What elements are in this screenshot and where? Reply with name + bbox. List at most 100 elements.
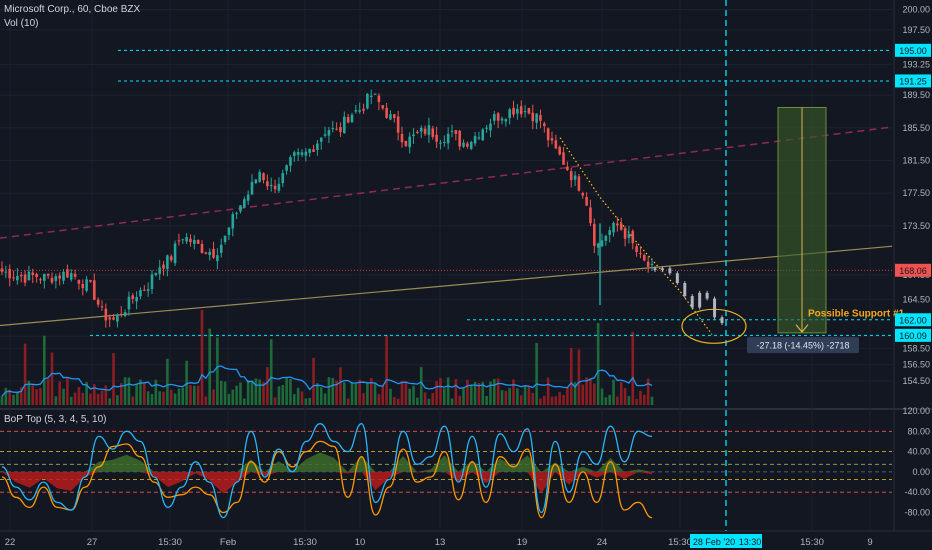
volume-bar xyxy=(216,337,219,405)
volume-bar xyxy=(104,385,108,405)
volume-bar xyxy=(166,358,169,405)
candle-body xyxy=(85,279,88,291)
candle-body xyxy=(185,236,188,242)
volume-bar xyxy=(339,367,342,405)
price-tag-label: 168.06 xyxy=(899,266,927,276)
volume-bar xyxy=(458,395,461,405)
candle-body xyxy=(408,136,411,148)
volume-bar xyxy=(196,385,200,405)
candle-body xyxy=(393,114,396,118)
candle-body xyxy=(216,255,219,262)
candle-body xyxy=(89,280,92,282)
projection-body xyxy=(653,268,657,270)
candle-body xyxy=(31,272,35,275)
candle-body xyxy=(489,123,492,131)
crosshair-date-label: 28 Feb '20 xyxy=(693,537,735,547)
volume-bar xyxy=(304,398,308,405)
volume-bar xyxy=(212,389,215,405)
osc-y-tick-label: 40.00 xyxy=(907,447,930,457)
candle-body xyxy=(446,133,450,144)
volume-bar xyxy=(485,396,488,405)
candle-body xyxy=(173,243,177,264)
osc-signal-line xyxy=(1,440,653,519)
volume-bar xyxy=(50,352,54,405)
candle-body xyxy=(462,142,465,147)
volume-bar xyxy=(331,378,335,405)
volume-bar xyxy=(258,379,261,405)
volume-bar xyxy=(573,382,577,405)
volume-bar xyxy=(650,396,654,405)
candle-body xyxy=(512,107,515,115)
volume-bar xyxy=(39,388,42,405)
volume-bar xyxy=(623,388,627,405)
volume-bar xyxy=(116,395,119,405)
candle-body xyxy=(293,152,296,156)
volume-bar xyxy=(273,397,277,405)
candle-body xyxy=(493,114,496,121)
x-tick-label: 13 xyxy=(435,537,446,548)
candle-body xyxy=(477,137,481,139)
candle-body xyxy=(619,223,623,230)
candle-body xyxy=(400,133,404,143)
volume-bar xyxy=(362,393,365,405)
candle-body xyxy=(81,283,85,289)
volume-bar xyxy=(43,335,46,405)
candle-body xyxy=(73,273,77,277)
volume-bar xyxy=(581,384,585,405)
volume-bar xyxy=(616,396,619,405)
candle-body xyxy=(35,273,38,278)
volume-bar xyxy=(462,387,465,405)
candle-body xyxy=(550,138,554,141)
candle-body xyxy=(612,222,615,233)
volume-bar xyxy=(358,379,361,405)
x-tick-label: 19 xyxy=(517,537,528,548)
volume-bar xyxy=(566,387,569,405)
projection-body xyxy=(698,292,702,308)
x-tick-label: 10 xyxy=(355,537,366,548)
x-tick-label: 9 xyxy=(867,537,872,548)
candle-body xyxy=(454,130,458,134)
candle-body xyxy=(154,273,158,276)
volume-bar xyxy=(181,387,185,405)
volume-bar xyxy=(189,385,192,405)
candle-body xyxy=(300,152,304,155)
candle-body xyxy=(281,173,285,184)
candle-body xyxy=(169,256,173,261)
candle-body xyxy=(69,273,73,280)
osc-positive-fill xyxy=(2,452,652,472)
volume-bar xyxy=(554,396,558,405)
candle-body xyxy=(62,271,65,281)
candle-body xyxy=(369,95,373,98)
volume-bar xyxy=(4,387,8,405)
candle-body xyxy=(423,128,427,134)
x-tick-label: 15:30 xyxy=(158,537,182,548)
candle-body xyxy=(123,312,127,317)
candle-body xyxy=(131,295,135,299)
candle-body xyxy=(496,113,500,121)
y-tick-label: 193.25 xyxy=(902,60,930,70)
volume-bar xyxy=(35,389,38,405)
volume-bar xyxy=(62,388,65,405)
x-tick-label: 15:30 xyxy=(800,537,824,548)
candle-body xyxy=(116,314,119,322)
volume-bar xyxy=(85,382,88,405)
candlesticks xyxy=(0,89,724,328)
volume-bar xyxy=(646,378,650,405)
axes: 22 27 15:30 Feb 15:30 10 13 19 24 15:30 15:30 9 200.… xyxy=(5,5,931,548)
volume-bar xyxy=(266,367,269,405)
volume-bar xyxy=(54,396,58,405)
volume-bar xyxy=(493,379,496,405)
candle-body xyxy=(0,268,4,272)
candle-body xyxy=(246,194,250,201)
volume-bar xyxy=(627,396,631,405)
candle-body xyxy=(631,230,635,244)
x-tick-label: 15:30 xyxy=(668,537,692,548)
candle-body xyxy=(258,172,261,182)
volume-bar xyxy=(523,385,527,405)
candle-body xyxy=(146,289,150,291)
candle-body xyxy=(212,248,215,258)
volume-bar xyxy=(427,398,431,405)
dashed-trend-line xyxy=(0,126,893,239)
candle-body xyxy=(600,240,604,247)
